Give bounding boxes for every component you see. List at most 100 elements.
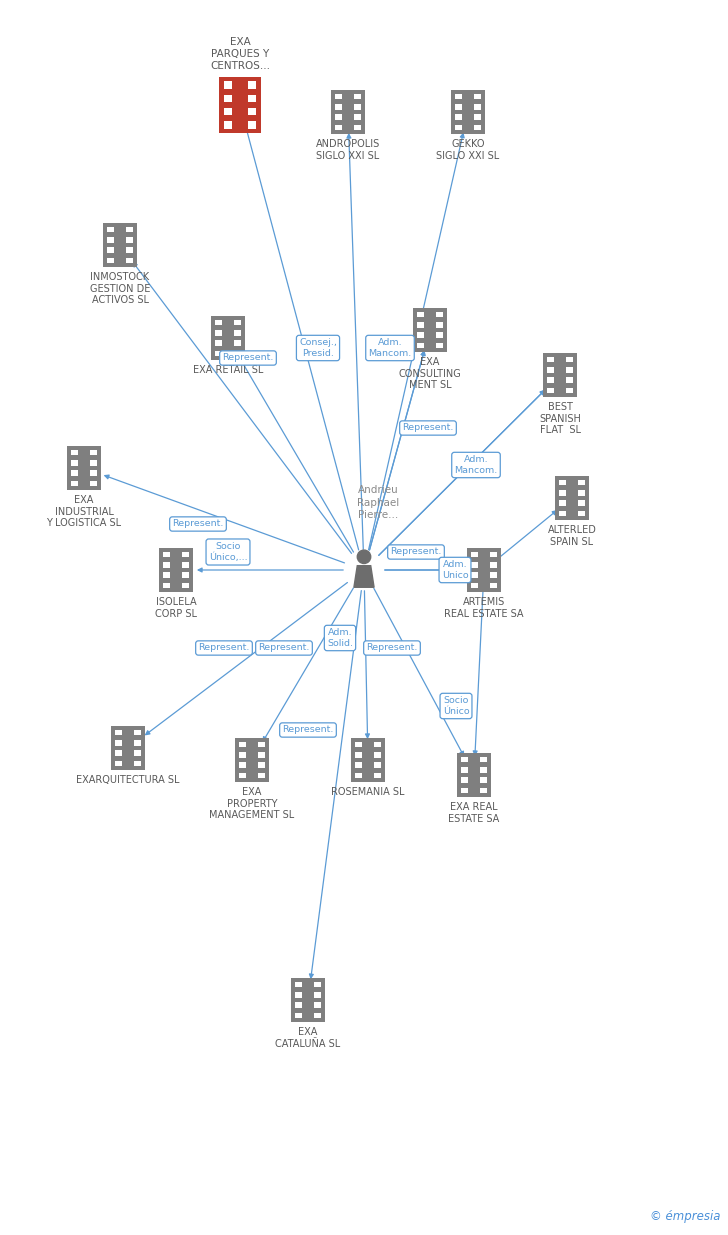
- Bar: [234, 330, 241, 336]
- Bar: [235, 739, 269, 782]
- Text: GEKKO
SIGLO XXI SL: GEKKO SIGLO XXI SL: [436, 140, 499, 161]
- Bar: [107, 237, 114, 242]
- Bar: [374, 741, 381, 747]
- Text: EXA
PARQUES Y
CENTROS...: EXA PARQUES Y CENTROS...: [210, 37, 270, 70]
- Bar: [547, 357, 554, 362]
- Bar: [455, 104, 462, 110]
- Bar: [215, 351, 222, 357]
- Text: Represent.: Represent.: [403, 424, 454, 432]
- Bar: [354, 104, 361, 110]
- Bar: [314, 1013, 321, 1019]
- Bar: [219, 77, 261, 133]
- Bar: [295, 992, 302, 998]
- Text: EXA
CONSULTING
MENT SL: EXA CONSULTING MENT SL: [399, 357, 462, 390]
- Bar: [134, 740, 141, 746]
- Text: ANDROPOLIS
SIGLO XXI SL: ANDROPOLIS SIGLO XXI SL: [316, 140, 380, 161]
- Bar: [490, 552, 497, 557]
- Bar: [566, 378, 573, 383]
- Bar: [480, 767, 487, 773]
- Bar: [490, 562, 497, 568]
- Bar: [417, 322, 424, 327]
- Text: Represent.: Represent.: [222, 353, 274, 363]
- Bar: [258, 741, 265, 747]
- Bar: [461, 767, 468, 773]
- Circle shape: [357, 550, 371, 563]
- Bar: [480, 788, 487, 793]
- Bar: [351, 739, 385, 782]
- Bar: [417, 311, 424, 317]
- Bar: [248, 82, 256, 89]
- Bar: [471, 572, 478, 578]
- Bar: [107, 226, 114, 232]
- Text: Adm.
Unico: Adm. Unico: [442, 559, 468, 580]
- Bar: [134, 730, 141, 735]
- Bar: [355, 762, 362, 768]
- Bar: [159, 548, 193, 592]
- Bar: [355, 752, 362, 757]
- Bar: [182, 562, 189, 568]
- Text: Socio
Único,...: Socio Único,...: [209, 542, 248, 562]
- Text: Andrieu
Raphael
Pierre...: Andrieu Raphael Pierre...: [357, 485, 399, 520]
- Bar: [471, 562, 478, 568]
- Text: Represent.: Represent.: [366, 643, 418, 652]
- Bar: [224, 107, 232, 115]
- Bar: [258, 762, 265, 768]
- Bar: [182, 583, 189, 589]
- Bar: [126, 237, 133, 242]
- Bar: [566, 357, 573, 362]
- Bar: [107, 258, 114, 263]
- Bar: [67, 446, 101, 490]
- Bar: [215, 341, 222, 346]
- Bar: [115, 740, 122, 746]
- Bar: [461, 788, 468, 793]
- Bar: [107, 247, 114, 253]
- Polygon shape: [354, 566, 374, 588]
- Bar: [474, 125, 481, 131]
- Bar: [471, 552, 478, 557]
- Bar: [547, 378, 554, 383]
- Bar: [474, 94, 481, 99]
- Bar: [335, 115, 342, 120]
- Text: ROSEMANIA SL: ROSEMANIA SL: [331, 787, 405, 797]
- Bar: [547, 367, 554, 373]
- Bar: [215, 320, 222, 325]
- Bar: [578, 490, 585, 495]
- Bar: [314, 992, 321, 998]
- Bar: [115, 730, 122, 735]
- Bar: [239, 752, 246, 757]
- Bar: [239, 762, 246, 768]
- Bar: [314, 1003, 321, 1008]
- Bar: [115, 751, 122, 756]
- Bar: [436, 343, 443, 348]
- Bar: [71, 459, 78, 466]
- Bar: [335, 104, 342, 110]
- Text: EXA
PROPERTY
MANAGEMENT SL: EXA PROPERTY MANAGEMENT SL: [210, 787, 295, 820]
- Bar: [314, 982, 321, 987]
- Bar: [111, 726, 145, 769]
- Bar: [566, 367, 573, 373]
- Bar: [455, 94, 462, 99]
- Bar: [566, 388, 573, 394]
- Bar: [248, 107, 256, 115]
- Text: EXA
INDUSTRIAL
Y LOGISTICA SL: EXA INDUSTRIAL Y LOGISTICA SL: [47, 495, 122, 529]
- Bar: [90, 480, 97, 487]
- Bar: [354, 115, 361, 120]
- Bar: [354, 125, 361, 131]
- Bar: [182, 572, 189, 578]
- Bar: [374, 773, 381, 778]
- Text: EXA
CATALUÑA SL: EXA CATALUÑA SL: [275, 1028, 341, 1049]
- Bar: [134, 761, 141, 767]
- Bar: [543, 353, 577, 396]
- Bar: [461, 777, 468, 783]
- Bar: [559, 479, 566, 485]
- Bar: [134, 751, 141, 756]
- Bar: [335, 94, 342, 99]
- Bar: [163, 583, 170, 589]
- Bar: [578, 479, 585, 485]
- Text: ISOLELA
CORP SL: ISOLELA CORP SL: [155, 597, 197, 619]
- Bar: [490, 583, 497, 589]
- Bar: [559, 490, 566, 495]
- Text: ALTERLED
SPAIN SL: ALTERLED SPAIN SL: [547, 525, 596, 547]
- Bar: [182, 552, 189, 557]
- Bar: [90, 450, 97, 456]
